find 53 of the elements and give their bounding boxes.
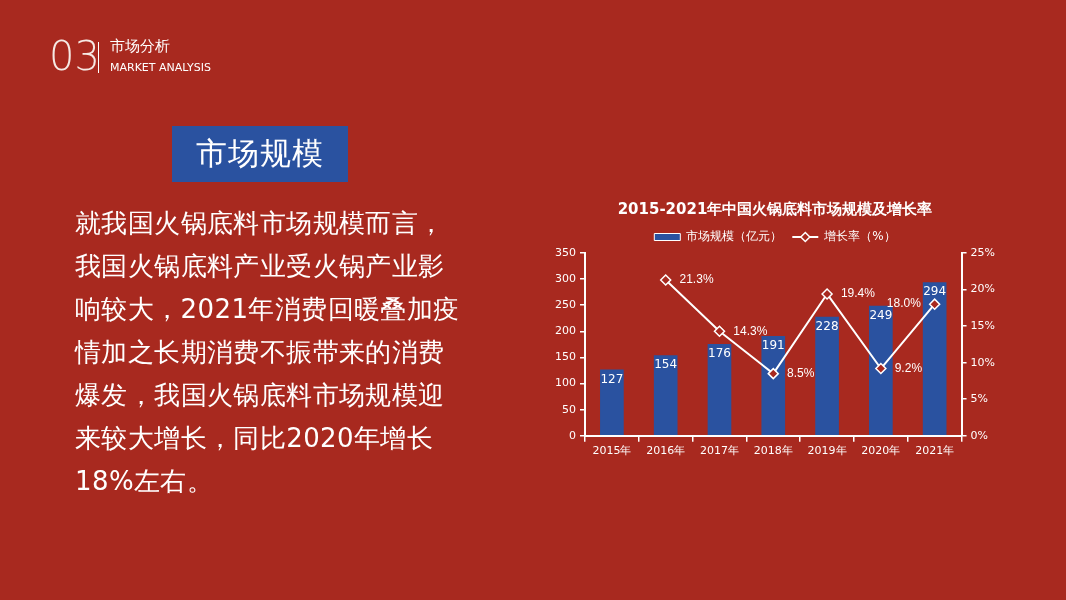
x-tick-label: 2019年 bbox=[807, 444, 847, 458]
data-label: 294 bbox=[923, 284, 947, 299]
y-tick-label: 350 bbox=[555, 245, 576, 259]
x-tick-label: 2015年 bbox=[592, 444, 632, 458]
y2-tick-label: 15% bbox=[970, 318, 995, 332]
bar bbox=[815, 316, 839, 436]
legend-label: 增长率（%） bbox=[823, 229, 896, 244]
data-label: 191 bbox=[761, 338, 785, 353]
y-tick-label: 150 bbox=[555, 350, 576, 364]
y-tick-label: 0 bbox=[569, 428, 576, 442]
data-label: 14.3% bbox=[733, 323, 768, 338]
x-tick-label: 2021年 bbox=[915, 444, 955, 458]
point bbox=[659, 274, 672, 286]
y-tick-label: 300 bbox=[555, 271, 576, 285]
data-label: 9.2% bbox=[894, 360, 923, 375]
x-tick-label: 2018年 bbox=[753, 444, 793, 458]
y2-tick-label: 0% bbox=[970, 428, 988, 442]
data-label: 228 bbox=[815, 318, 839, 333]
data-label: 8.5% bbox=[787, 365, 815, 380]
y-tick-label: 100 bbox=[555, 376, 576, 390]
y-tick-label: 200 bbox=[555, 324, 576, 338]
x-tick-label: 2020年 bbox=[861, 444, 901, 458]
point bbox=[713, 325, 726, 337]
chart-title: 2015-2021年中国火锅底料市场规模及增长率 bbox=[617, 199, 933, 218]
point bbox=[821, 288, 833, 300]
legend-label: 市场规模（亿元） bbox=[686, 229, 783, 244]
y2-tick-label: 20% bbox=[970, 282, 995, 296]
y2-tick-label: 25% bbox=[970, 245, 995, 259]
text: 市场分析 bbox=[110, 36, 170, 56]
bar bbox=[922, 282, 947, 436]
bar bbox=[761, 336, 786, 436]
x-tick-label: 2016年 bbox=[646, 444, 686, 458]
y-tick-label: 50 bbox=[562, 402, 576, 416]
point bbox=[928, 298, 941, 310]
x-tick-label: 2017年 bbox=[699, 444, 739, 458]
data-label: 21.3% bbox=[679, 272, 714, 287]
point bbox=[875, 362, 887, 375]
data-label: 127 bbox=[600, 371, 624, 386]
bar bbox=[653, 355, 678, 436]
y-tick-label: 250 bbox=[555, 298, 576, 312]
y2-tick-label: 5% bbox=[970, 392, 988, 406]
bar bbox=[869, 305, 893, 436]
text: 市场规模 bbox=[172, 126, 348, 182]
data-label: 19.4% bbox=[840, 286, 876, 301]
point bbox=[767, 367, 780, 380]
bar bbox=[600, 369, 624, 436]
data-label: 154 bbox=[654, 357, 678, 372]
data-label: 176 bbox=[708, 346, 731, 360]
text: 就我国火锅底料市场规模而言，我国火锅底料产业受火锅产业影响较大，2021年消费回暖叠加疫情加之长期消费不振带来的消费爆发，我国火锅底料市场规模迎来较大增长，同比2020年增长18%左右。 bbox=[75, 207, 461, 498]
text: 03 bbox=[49, 33, 100, 79]
bar bbox=[707, 343, 732, 436]
y2-tick-label: 10% bbox=[970, 355, 995, 369]
text: MARKET ANALYSIS bbox=[110, 61, 211, 75]
